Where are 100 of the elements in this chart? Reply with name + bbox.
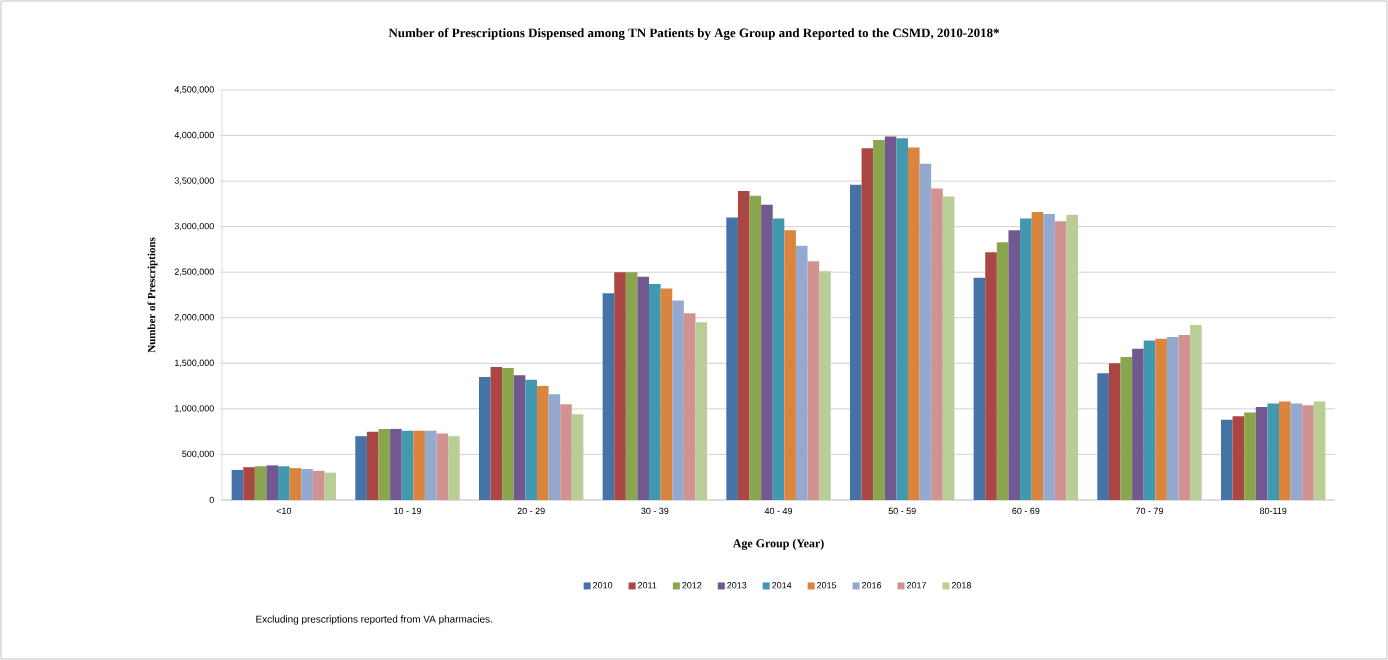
bar: [1166, 336, 1179, 500]
bar: [378, 428, 391, 500]
bar: [1232, 416, 1245, 500]
bar: [614, 272, 626, 500]
bar: [737, 191, 750, 500]
bar: [996, 242, 1009, 500]
bar: [436, 433, 449, 500]
x-tick-label: 60 - 69: [1012, 507, 1040, 515]
bar: [637, 276, 650, 500]
bar: [1031, 212, 1044, 500]
bar: [448, 436, 460, 500]
bar: [513, 375, 526, 500]
bar: [1244, 412, 1256, 500]
bar: [536, 386, 549, 500]
y-tick-label: 0: [209, 496, 214, 504]
bar: [1278, 401, 1291, 500]
bar: [942, 196, 955, 500]
bar: [625, 272, 638, 500]
bar: [312, 470, 325, 500]
legend-label: 2010: [593, 582, 613, 589]
bar: [973, 277, 986, 500]
x-tick-label: 20 - 29: [517, 507, 545, 515]
x-tick-label: 40 - 49: [764, 507, 793, 515]
bar: [873, 140, 885, 500]
bar: [1220, 419, 1233, 500]
bar: [1267, 403, 1279, 500]
legend-label: 2017: [906, 582, 926, 589]
x-tick-label: 10 - 19: [394, 507, 422, 515]
bar: [1313, 401, 1326, 500]
bar: [772, 218, 785, 500]
bar: [525, 379, 537, 500]
legend-label: 2018: [951, 582, 971, 589]
x-tick-label: 30 - 39: [641, 507, 669, 515]
bar: [390, 428, 402, 500]
bar: [478, 376, 491, 500]
y-tick-label: 3,500,000: [174, 177, 214, 185]
bar: [1108, 363, 1121, 500]
bar: [726, 217, 738, 500]
bar: [919, 163, 932, 500]
bar: [1255, 407, 1268, 500]
bar: [649, 284, 661, 500]
bar: [1290, 403, 1303, 500]
text: Excluding prescriptions reported from VA pharmacies.: [256, 615, 492, 625]
bar: [849, 184, 862, 500]
bar: [861, 148, 874, 500]
bar: [231, 469, 244, 500]
bar: [907, 147, 920, 500]
legend-label: 2014: [772, 582, 792, 589]
chart-title: Number of Prescriptions Dispensed among TN Patients by Age Group and Reported to the CSMD, 2010-2018*: [388, 27, 999, 40]
bar: [355, 436, 367, 500]
bar: [1097, 373, 1109, 500]
bar: [366, 431, 379, 500]
bar: [301, 469, 313, 500]
bar: [254, 466, 267, 500]
y-tick-label: 500,000: [182, 450, 214, 459]
legend-label: 2016: [862, 582, 882, 589]
legend-label: 2013: [727, 582, 747, 589]
bar: [1178, 335, 1191, 500]
bar: [571, 414, 584, 500]
bar: [896, 138, 908, 500]
bar: [884, 136, 897, 500]
legend-label: 2015: [817, 582, 837, 589]
x-tick-label: 80-119: [1259, 507, 1287, 515]
bar: [424, 430, 437, 500]
bar: [1054, 221, 1067, 500]
bar: [1008, 230, 1021, 500]
x-tick-label: <10: [276, 507, 292, 515]
bar: [784, 230, 796, 500]
y-tick-label: 4,500,000: [174, 86, 214, 94]
bar: [1043, 213, 1055, 500]
legend-label: 2011: [638, 582, 657, 589]
y-tick-label: 4,000,000: [174, 131, 214, 140]
bar: [1066, 214, 1079, 500]
bar: [1302, 405, 1314, 500]
bar: [502, 367, 514, 500]
bar: [1155, 338, 1167, 500]
y-axis-title: Number of Prescriptions: [147, 237, 158, 353]
bar: [602, 293, 615, 500]
bar: [401, 430, 414, 500]
x-tick-label: 50 - 59: [888, 507, 916, 515]
bar: [278, 466, 290, 500]
bar: [660, 288, 673, 500]
bar: [761, 204, 773, 500]
y-tick-label: 1,000,000: [175, 405, 214, 413]
bar: [683, 313, 696, 500]
bar: [749, 195, 762, 500]
bar: [289, 468, 302, 500]
bar: [1143, 340, 1156, 500]
bar: [490, 366, 503, 500]
bar: [672, 300, 684, 500]
bar: [1132, 348, 1144, 500]
y-tick-label: 2,000,000: [174, 314, 214, 322]
bar: [985, 252, 997, 500]
bar: [819, 271, 831, 500]
bar: [807, 261, 820, 500]
bar: [243, 467, 255, 500]
bar: [931, 188, 943, 500]
bar: [266, 465, 279, 500]
bar: [560, 404, 572, 500]
x-tick-label: 70 - 79: [1136, 507, 1164, 515]
